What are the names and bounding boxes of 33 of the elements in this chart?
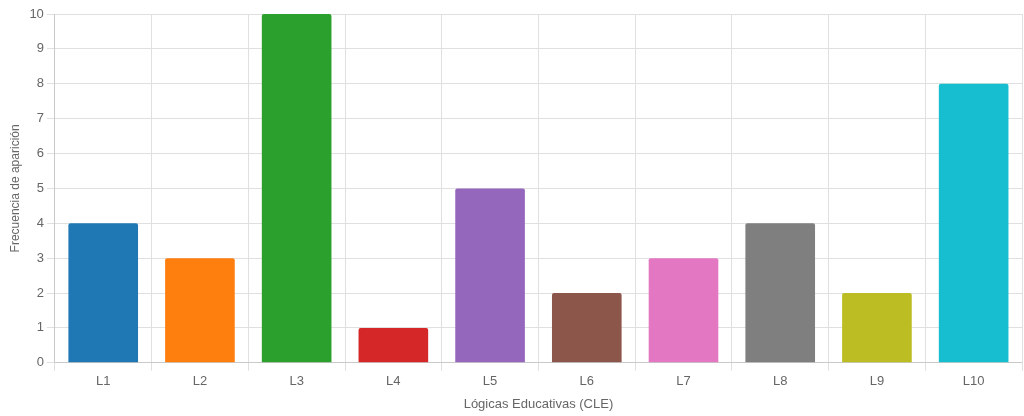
y-tick-label: 3	[36, 249, 44, 265]
y-tick-label: 4	[36, 214, 44, 230]
x-axis-title: Lógicas Educativas (CLE)	[463, 395, 614, 411]
bar	[551, 293, 622, 363]
y-tick-label: 2	[36, 284, 44, 300]
bar	[842, 293, 912, 363]
bar	[745, 223, 816, 363]
y-tick-label: 7	[36, 110, 44, 126]
bar	[358, 327, 429, 363]
bar	[165, 258, 235, 363]
y-tick-label: 1	[36, 319, 44, 335]
x-tick-label: L4	[386, 373, 401, 389]
y-tick-label: 5	[36, 179, 44, 195]
y-tick-label: 6	[36, 145, 44, 161]
bar	[648, 258, 719, 363]
x-tick-label: L5	[482, 373, 498, 389]
bar	[938, 83, 1009, 363]
x-tick-label: L8	[772, 373, 788, 389]
y-tick-label: 9	[36, 40, 44, 56]
x-tick-label: L1	[95, 373, 111, 389]
y-tick-label: 8	[36, 75, 44, 91]
x-tick-label: L6	[579, 373, 595, 389]
x-tick-label: L2	[192, 373, 208, 389]
bar	[68, 223, 139, 363]
x-tick-label: L10	[962, 373, 985, 389]
bar	[261, 14, 332, 363]
x-tick-label: L9	[869, 373, 885, 389]
x-tick-label: L7	[676, 373, 691, 389]
bar	[455, 188, 525, 363]
y-tick-label: 0	[36, 354, 44, 370]
y-axis-title: Frecuencia de aparición	[7, 124, 22, 253]
y-tick-label: 10	[29, 5, 44, 21]
x-tick-label: L3	[289, 373, 304, 389]
